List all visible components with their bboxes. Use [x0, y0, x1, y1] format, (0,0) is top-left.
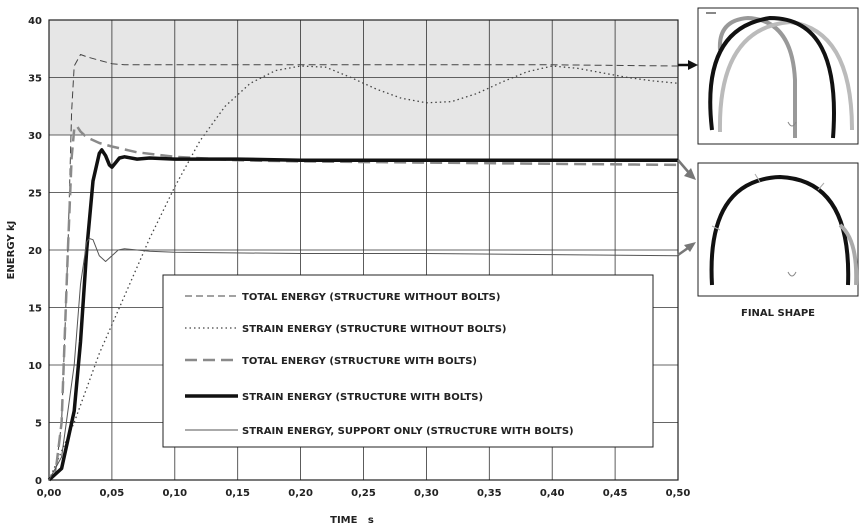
x-tick-label: 0,15: [225, 488, 250, 499]
legend-label: STRAIN ENERGY (STRUCTURE WITHOUT BOLTS): [242, 324, 506, 335]
arch-gray-shape-bolted: [838, 223, 859, 286]
legend-label: TOTAL ENERGY (STRUCTURE WITH BOLTS): [242, 356, 477, 367]
inset-bottom: [697, 162, 859, 297]
series-line-4: [47, 148, 678, 482]
series-line-3: [48, 124, 679, 481]
x-axis-ticks: 0,00 0,05 0,10 0,15 0,20 0,25 0,30 0,35 0,40 0,45…: [37, 488, 691, 499]
y-tick-label: 40: [28, 16, 42, 27]
y-tick-label: 15: [28, 304, 42, 315]
x-tick-label: 0,50: [666, 488, 691, 499]
y-tick-label: 0: [35, 476, 42, 487]
series-group: [47, 54, 679, 482]
arrows: [677, 60, 698, 257]
x-tick-label: 0,10: [162, 488, 187, 499]
x-tick-label: 0,00: [37, 488, 62, 499]
y-tick-label: 35: [28, 74, 42, 85]
x-tick-label: 0,20: [288, 488, 313, 499]
y-axis-title: ENERGY kJ: [6, 221, 17, 280]
y-tick-label: 10: [28, 361, 42, 372]
inset-top: [697, 7, 859, 145]
plot-frame: [48, 19, 679, 481]
x-tick-label: 0,45: [603, 488, 628, 499]
x-tick-label: 0,05: [100, 488, 125, 499]
final-shape-caption: FINAL SHAPE: [741, 308, 815, 319]
legend-label: STRAIN ENERGY, SUPPORT ONLY (STRUCTURE W…: [242, 426, 574, 437]
x-tick-label: 0,30: [414, 488, 439, 499]
legend: TOTAL ENERGY (STRUCTURE WITHOUT BOLTS) ST…: [185, 292, 574, 437]
y-tick-label: 20: [28, 246, 42, 257]
support-mark: [787, 121, 797, 127]
support-mark-bolted: [787, 271, 797, 277]
x-tick-label: 0,40: [540, 488, 565, 499]
arch-gray-shape: [717, 15, 797, 138]
series-line-2: [48, 65, 679, 481]
legend-box: [162, 274, 654, 448]
series-line-5: [48, 238, 679, 481]
y-tick-label: 5: [35, 419, 42, 430]
x-axis-title: TIME s: [330, 515, 374, 526]
y-axis-ticks: 0 5 10 15 20 25 30 35 40: [28, 16, 42, 487]
arch-black-shape: [708, 15, 836, 139]
y-tick-label: 25: [28, 189, 42, 200]
legend-label: STRAIN ENERGY (STRUCTURE WITH BOLTS): [242, 392, 483, 403]
legend-label: TOTAL ENERGY (STRUCTURE WITHOUT BOLTS): [242, 292, 500, 303]
x-tick-label: 0,35: [477, 488, 502, 499]
y-tick-label: 30: [28, 131, 42, 142]
x-tick-label: 0,25: [351, 488, 376, 499]
